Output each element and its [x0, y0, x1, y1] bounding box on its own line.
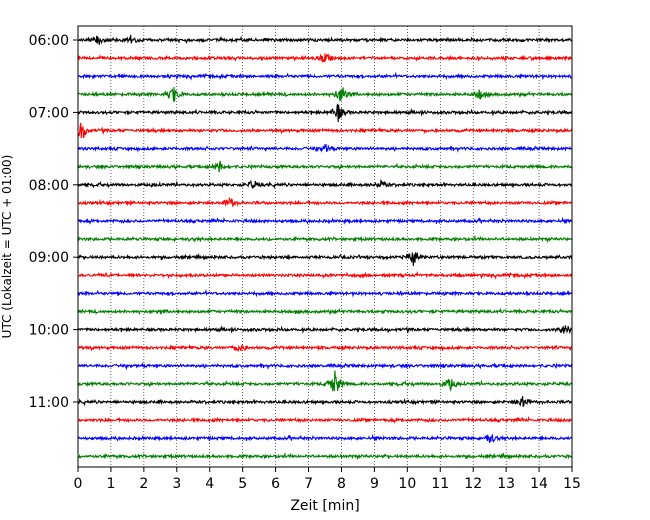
trace-line: [77, 395, 573, 407]
x-tick-label: 11: [431, 476, 449, 492]
plot-frame: [77, 25, 573, 468]
x-tick-label: 9: [370, 476, 379, 492]
x-tick-label: 2: [139, 476, 148, 492]
traces: [77, 34, 573, 461]
x-tick-label: 6: [271, 476, 280, 492]
trace-line: [77, 235, 573, 244]
x-tick-label: 14: [530, 476, 548, 492]
x-tick-label: 15: [563, 476, 581, 492]
x-tick-label: 0: [74, 476, 83, 492]
x-tick-label: 1: [106, 476, 115, 492]
trace-line: [77, 216, 573, 225]
x-tick-label: 13: [497, 476, 515, 492]
trace-line: [77, 71, 573, 81]
trace-line: [77, 433, 573, 443]
x-tick-label: 8: [337, 476, 346, 492]
trace-line: [77, 325, 573, 335]
y-tick-label: 08:00: [29, 178, 69, 194]
y-axis: 06:00 07:00 08:00 09:00 10:00 11:00: [29, 33, 78, 411]
y-tick-label: 10:00: [29, 323, 69, 339]
trace-line: [77, 86, 573, 102]
x-axis: 0 1 2 3 4 5 6 7 8 9 10 11 12 13 14 15: [74, 467, 581, 492]
x-tick-label: 4: [205, 476, 214, 492]
y-axis-label: UTC (Lokalzeit = UTC + 01:00): [0, 155, 14, 339]
trace-line: [77, 160, 573, 173]
trace-line: [77, 288, 573, 298]
trace-line: [77, 307, 573, 316]
trace-line: [77, 143, 573, 153]
trace-line: [77, 362, 573, 371]
trace-line: [77, 53, 573, 64]
x-axis-label: Zeit [min]: [290, 498, 359, 514]
y-tick-label: 06:00: [29, 33, 69, 49]
x-tick-label: 5: [238, 476, 247, 492]
trace-line: [77, 178, 573, 190]
x-tick-label: 7: [304, 476, 313, 492]
y-tick-label: 07:00: [29, 105, 69, 121]
y-tick-label: 11:00: [29, 395, 69, 411]
trace-line: [77, 370, 573, 393]
trace-line: [77, 197, 573, 208]
trace-line: [77, 343, 573, 352]
x-tick-label: 12: [464, 476, 482, 492]
trace-line: [77, 252, 573, 266]
trace-line: [77, 452, 573, 461]
y-tick-label: 09:00: [29, 250, 69, 266]
trace-line: [77, 103, 573, 123]
trace-line: [77, 415, 573, 425]
trace-line: [77, 122, 573, 139]
trace-line: [77, 270, 573, 280]
x-tick-label: 3: [172, 476, 181, 492]
trace-line: [77, 34, 573, 45]
x-tick-label: 10: [398, 476, 416, 492]
